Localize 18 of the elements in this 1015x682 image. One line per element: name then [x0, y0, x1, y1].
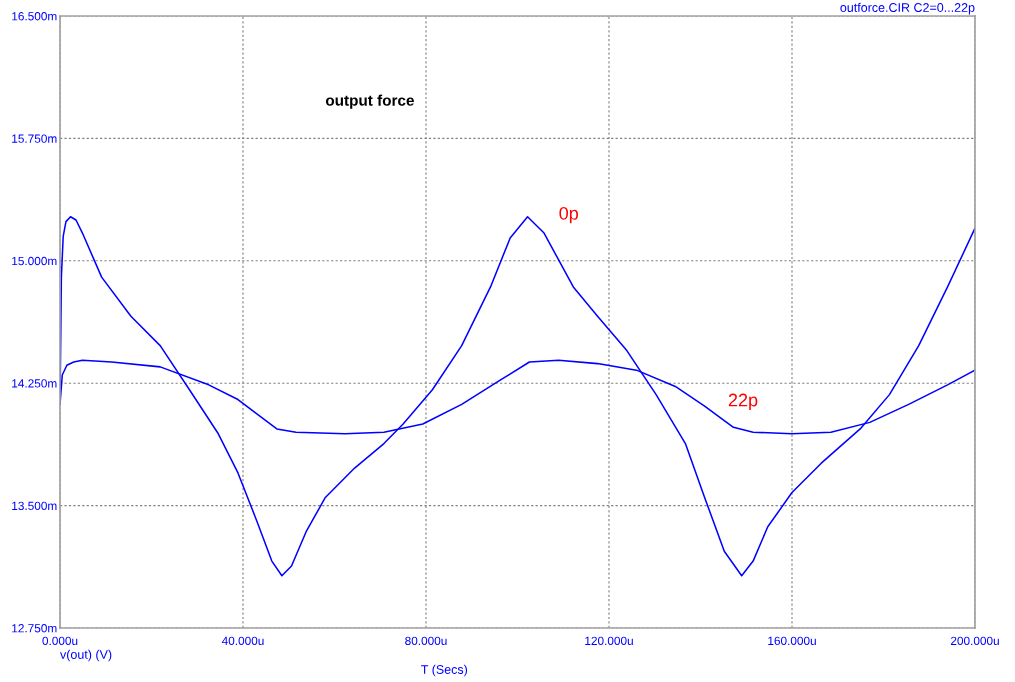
y-tick-label: 15.000m — [12, 256, 57, 266]
annotation: 22p — [728, 393, 758, 410]
y-tick-label: 15.750m — [12, 134, 57, 143]
x-tick-label: 0.000u — [42, 636, 78, 645]
y-tick-label: 14.250m — [12, 379, 57, 388]
y-tick-label: 16.500m — [12, 12, 57, 21]
text: v(out) (V) — [60, 649, 112, 662]
x-tick-label: 200.000u — [950, 636, 999, 645]
x-tick-label: 120.000u — [585, 636, 633, 645]
annotation: 0p — [559, 206, 578, 224]
x-tick-label: 40.000u — [221, 636, 264, 645]
annotation: output force — [325, 94, 414, 109]
y-tick-label: 12.750m — [12, 624, 57, 633]
x-axis-title: T (Secs) — [421, 664, 468, 677]
x-tick-label: 160.000u — [768, 636, 816, 645]
chart-title: outforce.CIR C2=0...22p — [840, 2, 975, 15]
y-tick-label: 13.500m — [12, 501, 57, 510]
x-tick-label: 80.000u — [405, 636, 447, 645]
